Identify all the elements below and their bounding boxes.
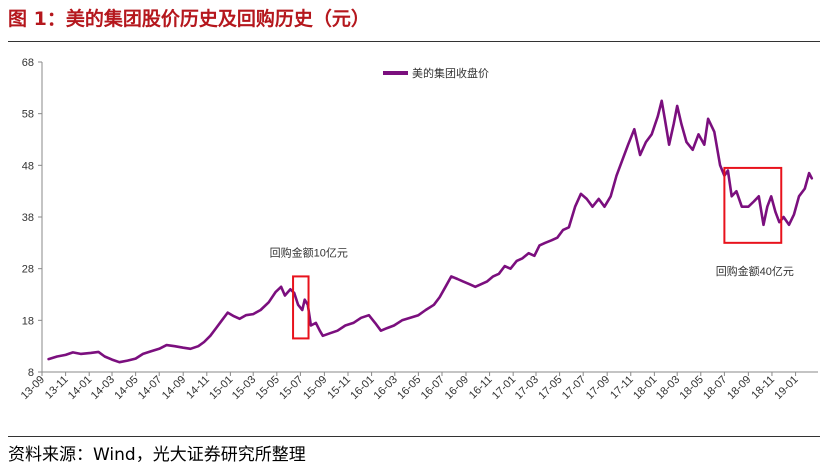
- x-tick-label: 14-05: [112, 374, 140, 402]
- source-divider: [8, 436, 820, 437]
- y-tick-label: 68: [22, 57, 34, 69]
- y-tick-label: 8: [28, 367, 34, 379]
- x-tick-label: 17-09: [584, 374, 612, 402]
- x-tick-label: 16-09: [443, 374, 471, 402]
- y-tick-label: 28: [22, 264, 34, 276]
- legend: 美的集团收盘价: [383, 66, 489, 80]
- x-tick-label: 15-09: [301, 374, 329, 402]
- series: [47, 99, 814, 364]
- x-tick-label: 15-11: [325, 374, 353, 402]
- x-tick-label: 16-07: [419, 374, 447, 402]
- x-tick-label: 18-05: [678, 374, 706, 402]
- y-tick-labels: 8 18 28 38 48 58 68: [22, 57, 34, 379]
- y-tick-label: 58: [22, 109, 34, 121]
- x-tick-label: 14-09: [160, 374, 188, 402]
- x-tick-label: 14-01: [66, 374, 94, 402]
- price-line-chart: 8 18 28 38 48 58 68 13-0913-1114-0114-0314-051…: [19, 57, 818, 402]
- x-tick-label: 18-09: [725, 374, 753, 402]
- x-tick-label: 13-11: [43, 374, 71, 402]
- y-tick-label: 18: [22, 315, 34, 327]
- figure-title: 图 1：美的集团股价历史及回购历史（元）: [8, 8, 370, 30]
- x-tick-label: 14-03: [89, 374, 117, 402]
- x-tick-label: 19-01: [772, 374, 800, 402]
- x-tick-label: 15-01: [207, 374, 235, 402]
- annotation-label-2: 回购金额40亿元: [716, 264, 794, 278]
- x-tick-label: 18-01: [631, 374, 659, 402]
- x-tick-label: 17-11: [608, 374, 636, 402]
- x-tick-label: 14-11: [184, 374, 212, 402]
- x-tick-label: 14-07: [136, 374, 164, 402]
- y-tick-label: 38: [22, 212, 34, 224]
- x-tick-label: 16-03: [372, 374, 400, 402]
- y-tick-label: 48: [22, 160, 34, 172]
- annotation-box-1: [292, 275, 310, 340]
- x-tick-label: 17-05: [536, 374, 564, 402]
- x-tick-label: 16-11: [467, 374, 495, 402]
- x-tick-label: 16-01: [348, 374, 376, 402]
- source-note: 资料来源：Wind，光大证券研究所整理: [8, 445, 306, 465]
- legend-label: 美的集团收盘价: [412, 66, 489, 80]
- x-tick-labels: 13-0913-1114-0114-0314-0514-0714-0914-11…: [19, 374, 801, 402]
- x-tick-label: 16-05: [395, 374, 423, 402]
- title-divider: [8, 41, 820, 42]
- x-tick-label: 17-07: [560, 374, 588, 402]
- annotation-label-1: 回购金额10亿元: [270, 245, 348, 259]
- series-line-1: [47, 99, 814, 364]
- x-tick-label: 18-03: [654, 374, 682, 402]
- x-tick-label: 17-03: [513, 374, 541, 402]
- x-tick-label: 18-07: [701, 374, 729, 402]
- x-tick-label: 15-05: [254, 374, 282, 402]
- x-tick-label: 15-07: [277, 374, 305, 402]
- x-tick-label: 17-01: [490, 374, 518, 402]
- x-tick-label: 18-11: [749, 374, 777, 402]
- annotation-box-2: [723, 166, 783, 244]
- x-tick-label: 15-03: [230, 374, 258, 402]
- axes: [38, 61, 818, 376]
